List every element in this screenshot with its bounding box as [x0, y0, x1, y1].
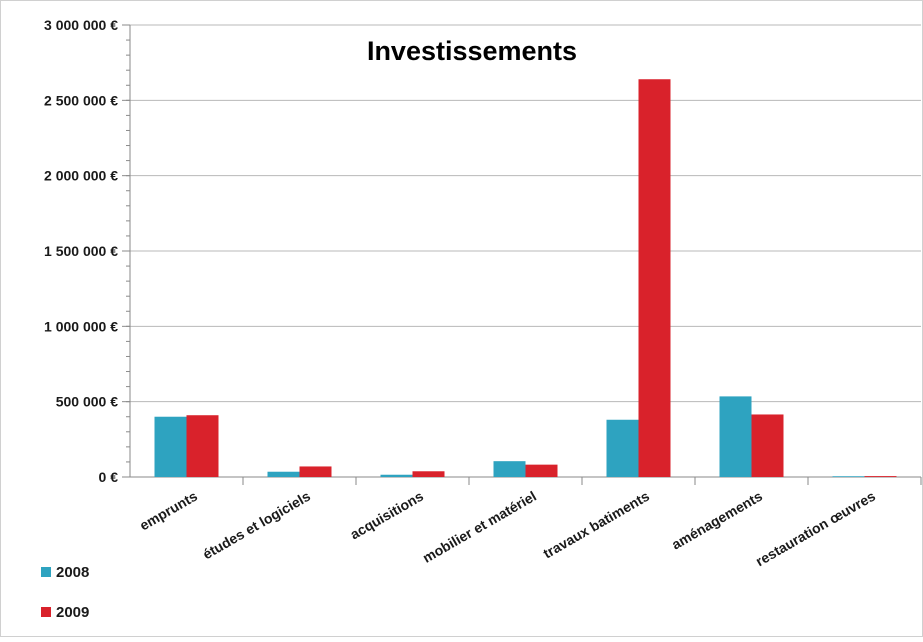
bar-2009-5 — [751, 414, 784, 477]
y-tick-label: 1 000 000 € — [44, 318, 118, 334]
bar-2009-4 — [638, 79, 671, 478]
y-tick-label: 2 500 000 € — [44, 92, 118, 108]
bar-2008-4 — [606, 419, 639, 477]
y-tick-label: 0 € — [99, 469, 119, 485]
legend-swatch — [41, 567, 51, 577]
y-tick-label: 2 000 000 € — [44, 168, 118, 184]
y-tick-label: 1 500 000 € — [44, 243, 118, 259]
bar-2009-1 — [299, 466, 332, 477]
legend: 2008 2009 — [41, 564, 89, 621]
bar-2009-3 — [525, 464, 558, 477]
bar-2008-2 — [380, 474, 413, 477]
bar-2008-3 — [493, 461, 526, 477]
legend-label: 2009 — [56, 604, 89, 621]
bars — [154, 79, 897, 478]
chart-title: Investissements — [367, 36, 577, 66]
bar-2008-0 — [154, 416, 187, 477]
bar-2009-6 — [864, 476, 897, 477]
bar-2009-0 — [186, 415, 219, 477]
bar-2009-2 — [412, 471, 445, 477]
y-tick-labels: 0 € 500 000 € 1 000 000 € 1 500 000 € 2 000 … — [44, 17, 118, 485]
bar-2008-6 — [832, 476, 865, 477]
bar-2008-5 — [719, 396, 752, 477]
legend-label: 2008 — [56, 564, 89, 581]
legend-swatch — [41, 607, 51, 617]
gridlines — [130, 24, 921, 403]
bar-2008-1 — [267, 471, 300, 477]
y-tick-label: 500 000 € — [56, 394, 118, 410]
y-tick-label: 3 000 000 € — [44, 17, 118, 33]
